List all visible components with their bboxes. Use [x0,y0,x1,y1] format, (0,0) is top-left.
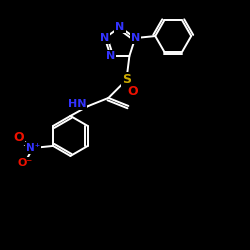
Text: HN: HN [68,99,86,109]
Text: N: N [130,33,140,43]
Text: N: N [100,33,110,43]
Text: O: O [14,132,24,144]
Text: N⁺: N⁺ [26,143,40,153]
Text: S: S [122,74,131,86]
Text: O: O [127,86,138,98]
Text: N: N [116,22,124,32]
Text: O⁻: O⁻ [18,158,33,168]
Text: N: N [106,51,115,61]
